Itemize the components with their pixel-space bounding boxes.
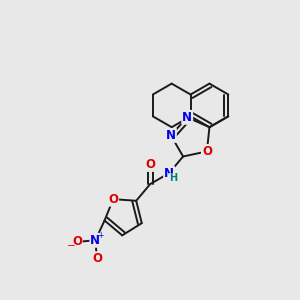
Text: N: N: [164, 167, 174, 180]
Text: O: O: [72, 236, 82, 248]
Text: O: O: [92, 252, 102, 265]
Text: N: N: [166, 129, 176, 142]
Text: O: O: [145, 158, 155, 171]
Text: N: N: [182, 111, 192, 124]
Text: N: N: [90, 234, 100, 247]
Text: O: O: [108, 193, 118, 206]
Text: O: O: [202, 145, 212, 158]
Text: −: −: [67, 241, 75, 251]
Text: +: +: [97, 231, 103, 240]
Text: H: H: [169, 173, 178, 184]
